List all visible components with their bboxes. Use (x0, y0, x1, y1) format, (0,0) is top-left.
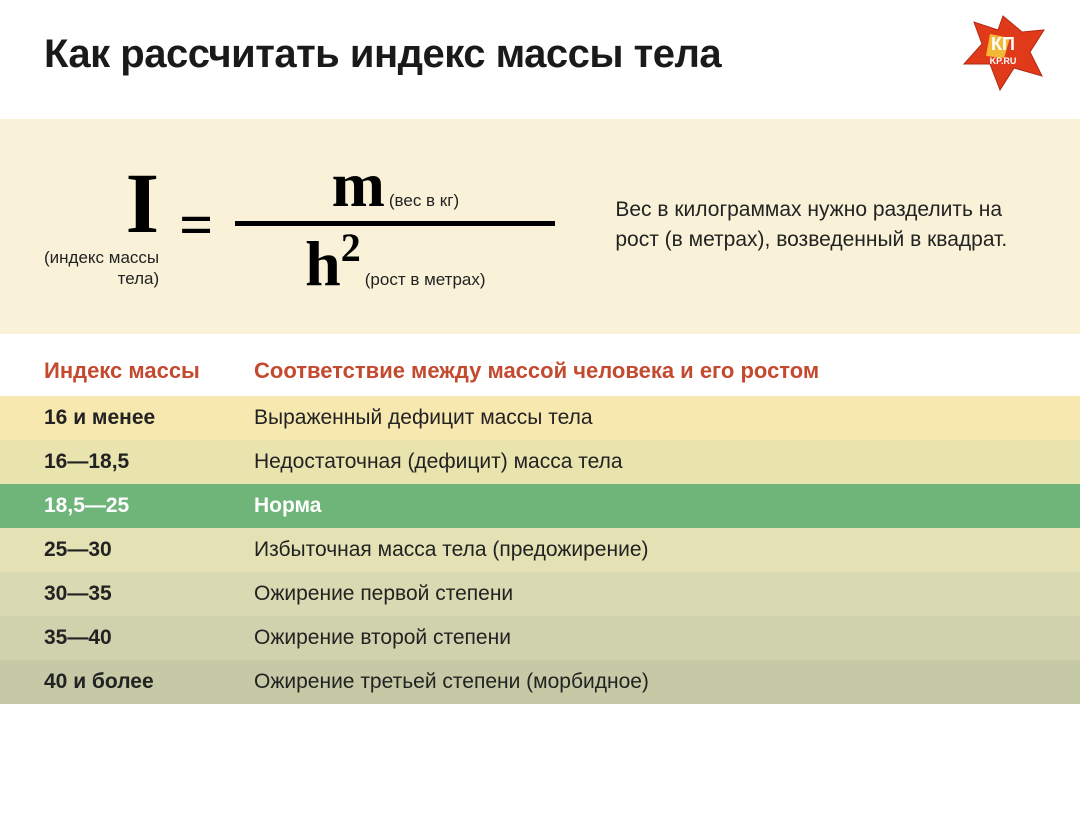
label-h: (рост в метрах) (365, 270, 486, 290)
table-row: 16 и менееВыраженный дефицит массы тела (0, 396, 1080, 440)
row-index: 18,5—25 (44, 494, 254, 518)
row-index: 25—30 (44, 538, 254, 562)
row-desc: Ожирение первой степени (254, 582, 1036, 606)
row-index: 40 и более (44, 670, 254, 694)
table-header-desc: Соответствие между массой человека и его… (254, 358, 1036, 384)
svg-text:KP.RU: KP.RU (990, 56, 1017, 66)
table-row: 16—18,5Недостаточная (дефицит) масса тел… (0, 440, 1080, 484)
row-desc: Ожирение второй степени (254, 626, 1036, 650)
page-title: Как рассчитать индекс массы тела (44, 32, 721, 77)
row-desc: Недостаточная (дефицит) масса тела (254, 450, 1036, 474)
svg-text:КП: КП (991, 34, 1015, 54)
bmi-table: Индекс массы Соответствие между массой ч… (0, 334, 1080, 704)
kp-logo: КП KP.RU (960, 14, 1046, 97)
table-header-index: Индекс массы (44, 358, 254, 384)
table-row: 30—35Ожирение первой степени (0, 572, 1080, 616)
row-index: 16—18,5 (44, 450, 254, 474)
formula-explanation: Вес в килограммах нужно разделить на рос… (595, 195, 1036, 254)
label-m: (вес в кг) (389, 191, 459, 211)
row-desc: Выраженный дефицит массы тела (254, 406, 1036, 430)
table-row: 35—40Ожирение второй степени (0, 616, 1080, 660)
row-index: 16 и менее (44, 406, 254, 430)
symbol-h: h2 (305, 228, 361, 296)
label-i: (индекс массы тела) (44, 248, 159, 289)
fraction: m (вес в кг) h2 (рост в метрах) (235, 153, 555, 296)
row-index: 30—35 (44, 582, 254, 606)
table-row: 25—30Избыточная масса тела (предожирение… (0, 528, 1080, 572)
row-desc: Избыточная масса тела (предожирение) (254, 538, 1036, 562)
table-row: 18,5—25Норма (0, 484, 1080, 528)
row-desc: Ожирение третьей степени (морбидное) (254, 670, 1036, 694)
row-index: 35—40 (44, 626, 254, 650)
symbol-m: m (332, 153, 385, 217)
symbol-i: I (126, 160, 159, 246)
table-row: 40 и болееОжирение третьей степени (морб… (0, 660, 1080, 704)
row-desc: Норма (254, 494, 1036, 518)
equals-sign: = (179, 195, 213, 255)
formula-panel: I (индекс массы тела) = m (вес в кг) h2 … (0, 119, 1080, 334)
